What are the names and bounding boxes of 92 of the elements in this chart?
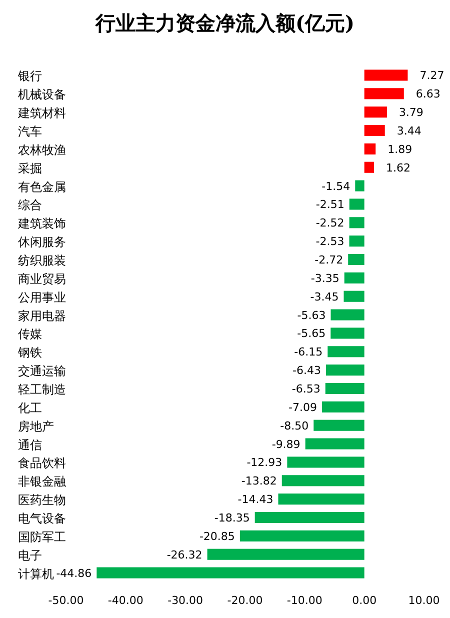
y-tick-label: 休闲服务	[18, 235, 66, 250]
data-label: -6.43	[292, 364, 321, 378]
y-tick-label: 食品饮料	[18, 456, 66, 470]
data-label: -3.35	[310, 272, 340, 285]
data-label: -26.32	[166, 548, 202, 562]
y-tick-label: 纺织服装	[18, 254, 66, 268]
data-label: 1.89	[388, 142, 412, 156]
bar	[330, 309, 364, 320]
y-tick-label: 电气设备	[18, 512, 66, 526]
chart-title: 行业主力资金净流入额(亿元)	[94, 11, 354, 35]
y-tick-label: 传媒	[18, 327, 42, 342]
data-label: -2.52	[316, 216, 344, 230]
bar	[328, 346, 364, 358]
data-label: -8.50	[280, 419, 309, 432]
x-tick-label: 10.00	[408, 594, 440, 607]
bar	[314, 420, 364, 431]
data-label: -1.54	[322, 180, 350, 193]
bar	[344, 272, 364, 284]
bar	[207, 548, 364, 560]
bar	[349, 236, 364, 247]
bar	[326, 364, 364, 376]
bar	[325, 382, 364, 394]
x-tick-label: 0.00	[352, 594, 377, 607]
data-label: -20.85	[199, 530, 235, 543]
y-tick-label: 交通运输	[18, 364, 66, 378]
y-tick-label: 建筑材料	[17, 106, 66, 120]
data-label: 3.44	[396, 124, 422, 138]
data-label: -5.65	[297, 327, 326, 340]
bar	[349, 198, 364, 210]
data-label: 3.79	[398, 106, 424, 120]
bar	[287, 456, 364, 468]
bar	[349, 217, 364, 228]
data-label: -2.51	[316, 198, 344, 212]
y-tick-label: 商业贸易	[18, 272, 66, 286]
y-tick-label: 家用电器	[18, 308, 66, 323]
y-tick-label: 钢铁	[17, 346, 42, 360]
y-tick-label: 轻工制造	[18, 382, 66, 396]
data-label: -3.45	[310, 290, 339, 304]
bar	[364, 88, 404, 100]
y-tick-label: 机械设备	[18, 88, 66, 102]
bar	[254, 512, 364, 524]
bar	[364, 106, 387, 118]
data-label: -6.53	[292, 382, 320, 396]
data-label: -9.89	[272, 438, 300, 451]
bar	[240, 530, 364, 542]
bar	[364, 162, 374, 173]
bar	[322, 401, 364, 412]
bar	[355, 180, 364, 192]
data-label: -2.72	[314, 254, 344, 266]
y-tick-label: 有色金属	[18, 180, 66, 194]
x-tick-label: -40.00	[108, 594, 144, 607]
bar	[364, 70, 408, 81]
data-label: 1.62	[386, 161, 410, 174]
data-label: -2.53	[316, 235, 344, 248]
y-tick-label: 农林牧渔	[18, 142, 66, 157]
bar	[364, 124, 385, 136]
y-tick-label: 公用事业	[18, 290, 66, 304]
data-label: 6.63	[416, 88, 440, 101]
bar	[282, 475, 364, 486]
y-tick-label: 汽车	[18, 124, 42, 138]
bar	[330, 328, 364, 339]
bar	[278, 494, 364, 505]
x-tick-label: -10.00	[286, 594, 322, 607]
y-tick-label: 银行	[17, 69, 42, 84]
y-tick-label: 国防军工	[18, 530, 66, 544]
data-label: -44.86	[56, 566, 92, 580]
bar	[364, 143, 376, 154]
x-tick-label: -30.00	[168, 594, 204, 607]
y-tick-label: 医药生物	[18, 493, 66, 508]
data-label: -12.93	[246, 456, 282, 470]
y-tick-label: 非银金融	[18, 474, 66, 489]
data-label: 7.27	[420, 69, 444, 82]
y-tick-label: 建筑装饰	[17, 216, 66, 231]
y-tick-label: 通信	[18, 438, 42, 452]
y-tick-label: 房地产	[18, 419, 54, 434]
bar	[305, 438, 364, 450]
bar	[348, 254, 364, 266]
data-label: -14.43	[238, 493, 274, 506]
y-tick-label: 采掘	[18, 161, 42, 176]
y-tick-label: 综合	[18, 198, 42, 212]
bar	[96, 567, 364, 578]
data-label: -5.63	[297, 308, 326, 322]
data-label: -18.35	[214, 512, 250, 524]
y-tick-label: 化工	[18, 400, 42, 415]
y-tick-label: 计算机	[18, 566, 54, 581]
x-tick-label: -50.00	[48, 594, 84, 607]
data-label: -6.15	[294, 346, 323, 359]
bar	[344, 290, 364, 302]
data-label: -7.09	[288, 400, 318, 414]
data-label: -13.82	[241, 474, 277, 488]
x-tick-label: -20.00	[227, 594, 263, 607]
y-tick-label: 电子	[18, 548, 42, 562]
